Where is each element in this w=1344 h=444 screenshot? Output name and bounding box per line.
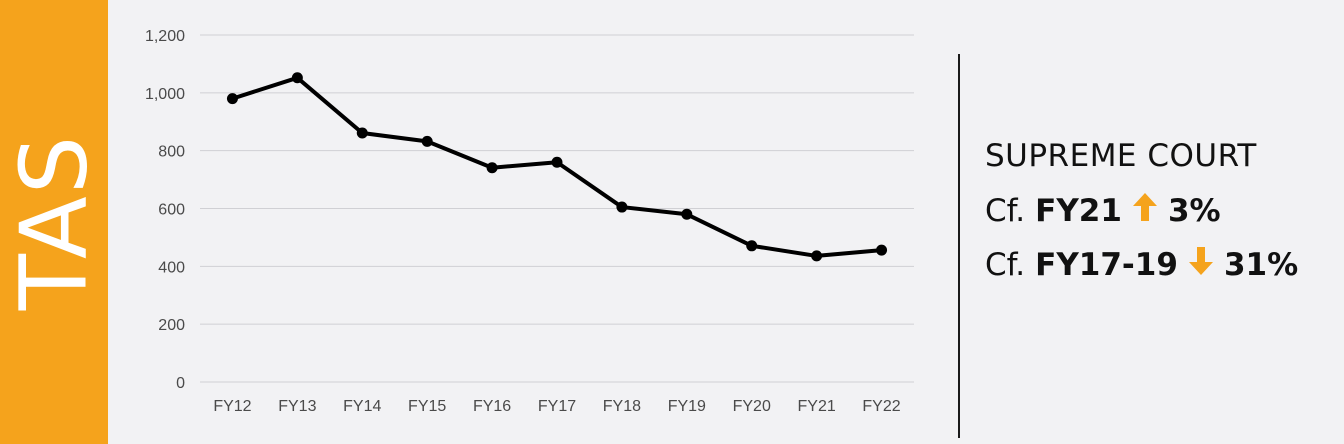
x-tick-label: FY18 bbox=[603, 398, 641, 415]
y-tick-label: 800 bbox=[158, 144, 185, 161]
gridlines bbox=[200, 34, 914, 383]
court-title: SUPREME COURT bbox=[985, 138, 1257, 174]
x-tick-label: FY13 bbox=[278, 398, 316, 415]
series bbox=[226, 72, 888, 262]
comparison-row-fy17-19: Cf. FY17-19 31% bbox=[985, 238, 1298, 292]
comparison-period: FY21 bbox=[1035, 193, 1122, 229]
x-tick-label: FY16 bbox=[473, 398, 511, 415]
data-point bbox=[551, 156, 563, 168]
side-label: TAS bbox=[0, 133, 108, 311]
summary-panel: SUPREME COURT Cf. FY21 3% Cf. FY17-19 31… bbox=[985, 138, 1298, 292]
comparison-row-fy21: Cf. FY21 3% bbox=[985, 184, 1298, 238]
x-axis-ticks: FY12 FY13 FY14 FY15 FY16 FY17 FY18 FY19 FY20 FY21… bbox=[213, 398, 900, 415]
x-tick-label: FY19 bbox=[668, 398, 706, 415]
y-tick-label: 0 bbox=[176, 375, 185, 392]
x-tick-label: FY20 bbox=[733, 398, 771, 415]
data-point bbox=[876, 244, 888, 256]
divider bbox=[958, 54, 960, 438]
x-tick-label: FY17 bbox=[538, 398, 576, 415]
data-point bbox=[746, 240, 758, 252]
data-point bbox=[291, 72, 303, 84]
y-tick-label: 1,000 bbox=[145, 86, 185, 103]
cf-label: Cf. bbox=[985, 193, 1026, 229]
comparison-change: 3% bbox=[1167, 193, 1221, 229]
arrow-down-icon bbox=[1188, 246, 1214, 284]
cf-label: Cf. bbox=[985, 247, 1026, 283]
data-point bbox=[486, 162, 498, 174]
x-tick-label: FY12 bbox=[213, 398, 251, 415]
arrow-up-icon bbox=[1132, 192, 1158, 230]
data-point bbox=[356, 127, 368, 139]
data-point bbox=[681, 208, 693, 220]
comparison-change: 31% bbox=[1223, 247, 1299, 283]
x-tick-label: FY14 bbox=[343, 398, 381, 415]
comparison-period: FY17-19 bbox=[1035, 247, 1178, 283]
y-axis-ticks: 0 200 400 600 800 1,000 1,200 bbox=[145, 28, 185, 392]
y-tick-label: 200 bbox=[158, 317, 185, 334]
data-point bbox=[811, 250, 823, 262]
x-tick-label: FY22 bbox=[862, 398, 900, 415]
y-tick-label: 400 bbox=[158, 259, 185, 276]
y-tick-label: 1,200 bbox=[145, 28, 185, 45]
data-point bbox=[421, 135, 433, 147]
data-point bbox=[226, 93, 238, 105]
x-tick-label: FY21 bbox=[798, 398, 836, 415]
side-band: TAS bbox=[0, 0, 108, 444]
data-point bbox=[616, 201, 628, 213]
y-tick-label: 600 bbox=[158, 202, 185, 219]
line-chart: 0 200 400 600 800 1,000 1,200 FY12 FY13 FY14 FY15… bbox=[145, 28, 914, 415]
x-tick-label: FY15 bbox=[408, 398, 446, 415]
